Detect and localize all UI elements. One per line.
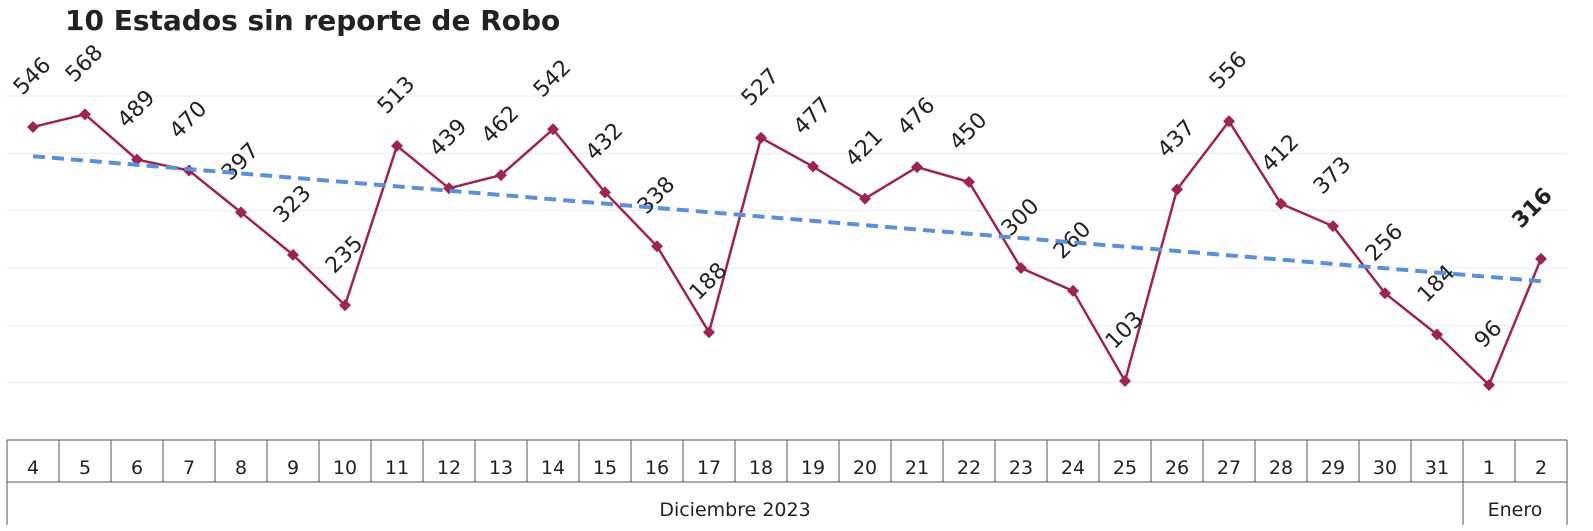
- data-label: 256: [1361, 219, 1408, 266]
- x-tick-label: 11: [385, 457, 409, 479]
- marker: [339, 299, 351, 312]
- data-label: 513: [373, 72, 420, 119]
- data-label: 373: [1309, 152, 1356, 199]
- x-tick-label: 28: [1269, 457, 1293, 479]
- data-label: 96: [1470, 316, 1507, 353]
- data-label: 323: [269, 181, 316, 228]
- x-tick-label: 29: [1321, 457, 1345, 479]
- x-tick-label: 21: [905, 457, 929, 479]
- marker: [79, 108, 91, 121]
- marker: [807, 160, 819, 173]
- data-label: 103: [1101, 307, 1148, 354]
- marker: [495, 169, 507, 182]
- data-label: 300: [997, 194, 1044, 241]
- data-label: 477: [789, 92, 836, 139]
- x-tick-label: 8: [235, 457, 247, 479]
- x-tick-label: 27: [1217, 457, 1241, 479]
- x-tick-label: 19: [801, 457, 825, 479]
- x-tick-label: 10: [333, 457, 357, 479]
- x-tick-label: 17: [697, 457, 721, 479]
- x-tick-label: 5: [79, 457, 91, 479]
- marker: [755, 131, 767, 144]
- data-label: 462: [477, 101, 524, 148]
- marker: [703, 326, 715, 339]
- marker: [27, 120, 39, 133]
- x-tick-label: 20: [853, 457, 877, 479]
- group-label: Enero: [1488, 499, 1543, 521]
- data-label: 338: [633, 172, 680, 219]
- group-label: Diciembre 2023: [659, 499, 810, 521]
- marker: [859, 192, 871, 205]
- x-tick-label: 31: [1425, 457, 1449, 479]
- x-tick-label: 30: [1373, 457, 1397, 479]
- data-label: 542: [529, 55, 576, 102]
- data-label: 476: [893, 93, 940, 140]
- marker: [1171, 183, 1183, 196]
- marker: [391, 139, 403, 152]
- marker: [1275, 197, 1287, 210]
- x-tick-label: 25: [1113, 457, 1137, 479]
- x-tick-label: 4: [27, 457, 39, 479]
- data-label: 397: [217, 138, 264, 185]
- x-tick-label: 6: [131, 457, 143, 479]
- marker: [1067, 284, 1079, 297]
- marker: [651, 240, 663, 253]
- data-label: 432: [581, 118, 628, 165]
- marker: [1483, 378, 1495, 391]
- data-label: 546: [9, 53, 56, 100]
- x-tick-label: 12: [437, 457, 461, 479]
- data-label: 439: [425, 114, 472, 161]
- data-label: 450: [945, 108, 992, 155]
- marker: [1119, 374, 1131, 387]
- x-tick-label: 1: [1483, 457, 1495, 479]
- data-label: 470: [165, 96, 212, 143]
- x-tick-label: 23: [1009, 457, 1033, 479]
- marker: [287, 248, 299, 261]
- marker: [1431, 328, 1443, 341]
- marker: [911, 161, 923, 174]
- data-label: 556: [1205, 47, 1252, 94]
- x-tick-label: 2: [1535, 457, 1547, 479]
- data-label: 412: [1257, 130, 1304, 177]
- marker: [1223, 115, 1235, 128]
- data-label: 235: [321, 231, 368, 278]
- marker: [963, 176, 975, 188]
- data-label: 568: [61, 40, 108, 87]
- data-line: [32, 112, 1543, 388]
- x-tick-label: 13: [489, 457, 513, 479]
- x-tick-label: 22: [957, 457, 981, 479]
- data-label: 489: [113, 86, 160, 133]
- data-label: 316: [1508, 183, 1558, 233]
- x-tick-label: 24: [1061, 457, 1085, 479]
- trend-line: [32, 154, 1542, 284]
- x-tick-label: 7: [183, 457, 195, 479]
- data-label: 437: [1153, 115, 1200, 162]
- x-tick-label: 16: [645, 457, 669, 479]
- data-label: 421: [841, 125, 888, 172]
- marker: [547, 123, 559, 136]
- marker: [1379, 287, 1391, 300]
- x-tick-label: 15: [593, 457, 617, 479]
- marker: [1015, 262, 1027, 274]
- marker: [1535, 252, 1547, 265]
- x-tick-label: 18: [749, 457, 773, 479]
- x-tick-label: 9: [287, 457, 299, 479]
- data-label: 188: [685, 258, 732, 305]
- chart-title: 10 Estados sin reporte de Robo: [65, 4, 560, 37]
- marker: [1327, 220, 1339, 233]
- x-tick-label: 14: [541, 457, 565, 479]
- x-tick-label: 26: [1165, 457, 1189, 479]
- marker: [235, 206, 247, 219]
- data-label: 527: [737, 64, 784, 111]
- marker: [599, 186, 611, 199]
